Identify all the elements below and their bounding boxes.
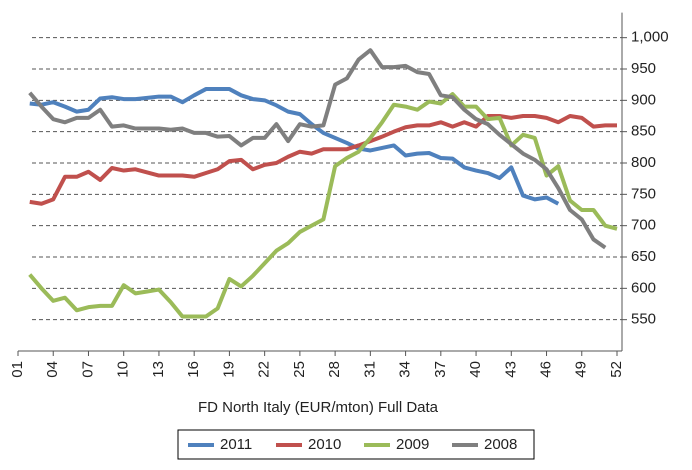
series-line — [29, 114, 617, 206]
x-tick-label: 40 — [467, 361, 484, 378]
y-tick-label: 1,000 — [631, 29, 669, 46]
x-tick-label: 28 — [326, 361, 343, 378]
x-tick-label: 13 — [150, 361, 167, 378]
y-tick-label: 800 — [631, 154, 656, 171]
legend-label: 2011 — [220, 436, 252, 453]
x-tick-label: 07 — [79, 361, 96, 378]
x-tick-label: 22 — [256, 361, 273, 378]
series-line — [28, 92, 618, 319]
x-tick-label: 19 — [220, 361, 237, 378]
x-tick-label: 10 — [115, 361, 132, 378]
series-line — [29, 87, 560, 206]
x-tick-label: 49 — [573, 361, 590, 378]
x-tick-label: 43 — [502, 361, 519, 378]
legend-label: 2009 — [396, 436, 429, 453]
legend-box — [177, 429, 535, 460]
x-tick-label: 31 — [361, 361, 378, 378]
x-tick-label: 46 — [537, 361, 554, 378]
x-axis-label: FD North Italy (EUR/mton) Full Data — [198, 399, 439, 416]
y-tick-label: 550 — [631, 311, 656, 328]
legend-label: 2008 — [484, 436, 517, 453]
x-tick-label: 01 — [9, 361, 26, 378]
x-tick-label: 37 — [432, 361, 449, 378]
y-tick-label: 600 — [631, 279, 656, 296]
y-tick-label: 750 — [631, 185, 656, 202]
y-tick-label: 650 — [631, 248, 656, 265]
x-tick-label: 52 — [608, 361, 625, 378]
x-tick-label: 25 — [291, 361, 308, 378]
y-tick-label: 850 — [631, 123, 656, 140]
y-tick-label: 950 — [631, 60, 656, 77]
x-tick-label: 34 — [397, 361, 414, 378]
y-tick-label: 900 — [631, 91, 656, 108]
x-tick-label: 16 — [185, 361, 202, 378]
legend-label: 2010 — [308, 436, 341, 453]
series-line — [28, 48, 607, 250]
y-tick-label: 700 — [631, 217, 656, 234]
x-tick-label: 04 — [44, 361, 61, 378]
